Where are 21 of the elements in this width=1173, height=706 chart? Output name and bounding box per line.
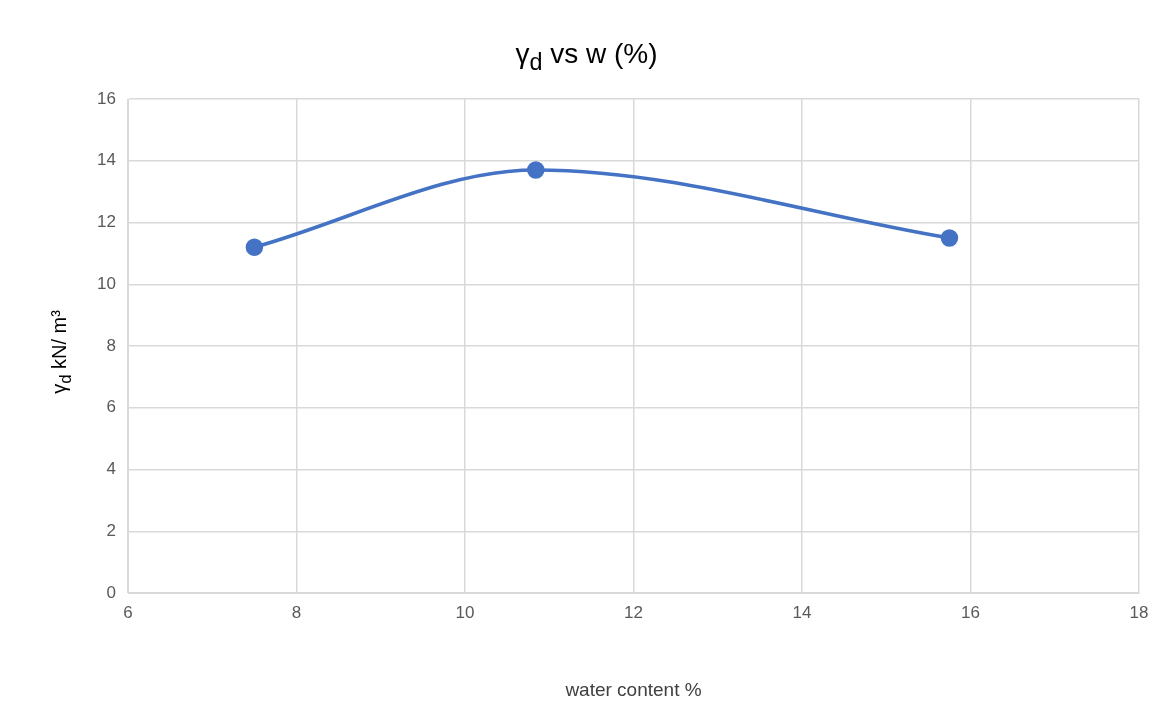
- y-tick-label: 14: [97, 150, 116, 170]
- y-tick-label: 10: [97, 273, 116, 293]
- x-tick-label: 12: [624, 602, 643, 622]
- chart-title: γ$_{d}$ vs w (%): [514, 38, 659, 76]
- y-tick-label: 12: [97, 212, 116, 232]
- y-tick-label: 2: [106, 520, 116, 540]
- x-tick-label: 8: [291, 602, 302, 622]
- point: [245, 238, 264, 256]
- y-tick-label: 6: [106, 397, 116, 417]
- y-tick-label: 8: [106, 335, 116, 355]
- y-tick-label: 4: [106, 459, 116, 479]
- x-axis-title: water content %: [564, 678, 702, 700]
- y-tick-label: 16: [97, 88, 116, 108]
- x-tick-label: 18: [1129, 602, 1149, 622]
- x-tick-label: 6: [123, 602, 133, 622]
- x-tick-label: 14: [792, 602, 812, 622]
- point: [527, 161, 545, 179]
- x-tick-label: 16: [961, 602, 980, 622]
- y-tick-label: 0: [106, 582, 116, 602]
- x-tick-label: 10: [455, 602, 475, 622]
- point: [940, 229, 959, 247]
